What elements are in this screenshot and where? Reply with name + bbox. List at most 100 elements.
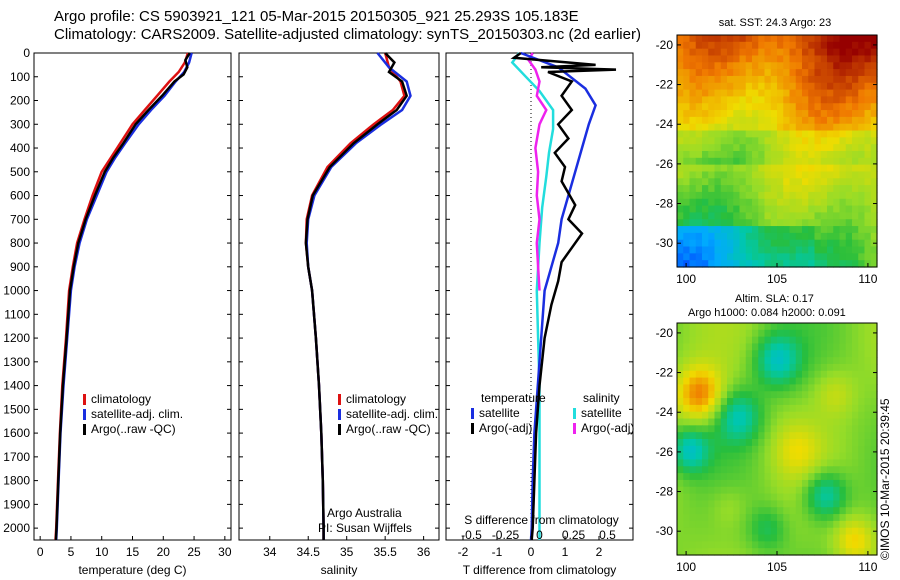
heatmap-cell (833, 370, 841, 379)
heatmap-cell (739, 541, 747, 549)
heatmap-cell (708, 82, 716, 91)
heatmap-cell (795, 123, 803, 132)
heatmap-cell (720, 391, 728, 399)
heatmap-cell (764, 144, 772, 152)
heatmap-cell (802, 384, 809, 392)
heatmap-cell (727, 205, 734, 214)
heatmap-cell (702, 75, 709, 84)
heatmap-cell (845, 178, 853, 186)
heatmap-cell (783, 384, 791, 392)
heatmap-cell (864, 507, 872, 515)
heatmap-cell (814, 507, 822, 515)
heatmap-cell (733, 486, 741, 495)
heatmap-cell (852, 479, 859, 488)
heatmap-cell (727, 212, 734, 220)
heatmap-cell (708, 418, 716, 426)
heatmap-cell (802, 343, 809, 351)
heatmap-cell (820, 137, 828, 145)
heatmap-cell (814, 363, 822, 372)
heatmap-cell (858, 459, 866, 467)
heatmap-cell (702, 219, 709, 227)
legend-swatch (573, 423, 576, 434)
heatmap-cell (702, 55, 709, 63)
heatmap-cell (783, 459, 791, 467)
heatmap-cell (864, 110, 872, 118)
heatmap-cell (689, 398, 697, 406)
heatmap-cell (745, 232, 753, 241)
heatmap-cell (852, 123, 859, 132)
heatmap-cell (739, 219, 747, 227)
heatmap-cell (727, 336, 734, 345)
heatmap-cell (683, 260, 691, 268)
heatmap-cell (858, 514, 866, 522)
heatmap-cell (845, 96, 853, 104)
heatmap-cell (764, 75, 772, 84)
heatmap-cell (820, 253, 828, 261)
heatmap-cell (689, 336, 697, 345)
heatmap-cell (783, 425, 791, 433)
heatmap-cell (695, 96, 703, 104)
heatmap-cell (802, 486, 809, 495)
heatmap-cell (839, 41, 847, 50)
heatmap-cell (845, 260, 853, 268)
heatmap-cell (777, 527, 784, 536)
heatmap-cell (795, 226, 803, 234)
heatmap-cell (870, 479, 878, 488)
heatmap-cell (677, 123, 684, 132)
heatmap-cell (802, 398, 809, 406)
heatmap-cell (808, 500, 816, 508)
lon-tick-label: 110 (858, 272, 877, 286)
heatmap-cell (714, 137, 722, 145)
heatmap-cell (727, 185, 734, 193)
heatmap-cell (770, 103, 778, 111)
heatmap-cell (783, 144, 791, 152)
heatmap-cell (870, 212, 878, 220)
heatmap-cell (677, 191, 684, 200)
heatmap-cell (714, 123, 722, 132)
heatmap-cell (802, 391, 809, 399)
heatmap-cell (708, 398, 716, 406)
heatmap-cell (777, 350, 784, 358)
heatmap-cell (802, 123, 809, 132)
heatmap-cell (745, 75, 753, 84)
heatmap-cell (727, 473, 734, 481)
heatmap-cell (702, 425, 709, 433)
heatmap-cell (733, 226, 741, 234)
heatmap-cell (708, 144, 716, 152)
heatmap-cell (802, 459, 809, 467)
heatmap-cell (864, 493, 872, 502)
heatmap-cell (752, 103, 759, 111)
heatmap-cell (739, 212, 747, 220)
heatmap-cell (720, 425, 728, 433)
heatmap-cell (789, 357, 797, 365)
heatmap-cell (864, 329, 872, 338)
heatmap-cell (808, 384, 816, 392)
heatmap-cell (852, 110, 859, 118)
heatmap-cell (745, 507, 753, 515)
heatmap-cell (864, 144, 872, 152)
heatmap-cell (802, 548, 809, 556)
heatmap-cell (827, 157, 834, 166)
heatmap-cell (814, 253, 822, 261)
heatmap-cell (789, 411, 797, 420)
heatmap-cell (714, 343, 722, 351)
heatmap-cell (864, 232, 872, 241)
heatmap-cell (833, 500, 841, 508)
heatmap-cell (708, 191, 716, 200)
heatmap-cell (764, 384, 772, 392)
heatmap-cell (814, 548, 822, 556)
heatmap-cell (864, 520, 872, 529)
heatmap-cell (689, 144, 697, 152)
s-difference-tick-label: 0 (536, 528, 543, 542)
heatmap-cell (870, 137, 878, 145)
heatmap-cell (677, 137, 684, 145)
heatmap-cell (689, 432, 697, 440)
heatmap-cell (808, 123, 816, 132)
heatmap-cell (752, 473, 759, 481)
heatmap-cell (733, 35, 741, 43)
heatmap-cell (845, 205, 853, 214)
heatmap-cell (677, 89, 684, 98)
heatmap-cell (708, 116, 716, 125)
heatmap-cell (708, 151, 716, 159)
